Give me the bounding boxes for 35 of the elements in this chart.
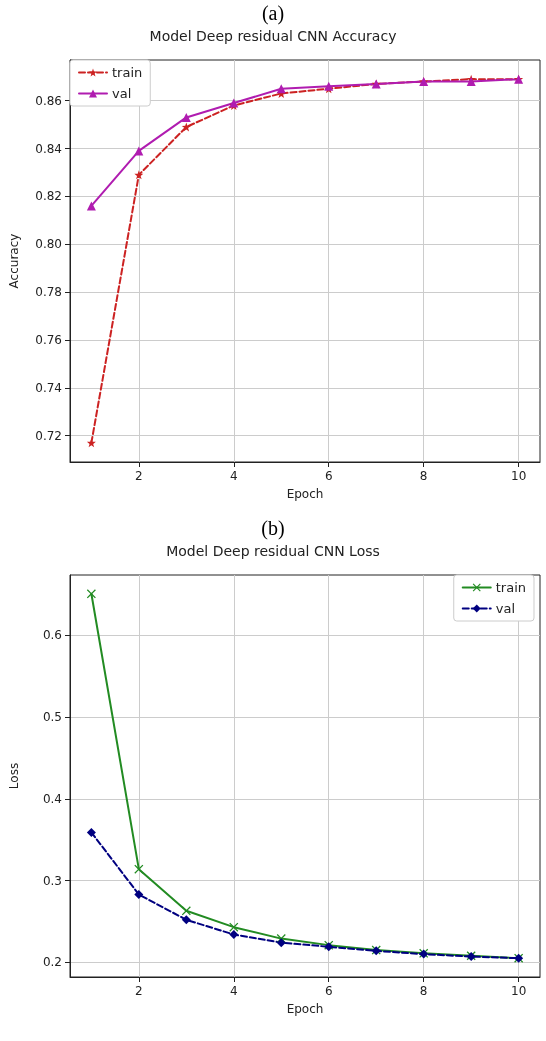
- y-tick-label: 0.5: [42, 710, 62, 725]
- y-tick-label: 0.72: [35, 428, 62, 443]
- x-tick-label: 8: [419, 984, 428, 998]
- legend-label: train: [495, 580, 527, 595]
- legend-label: val: [495, 601, 516, 616]
- x-tick-label: 4: [229, 984, 238, 998]
- x-tick-label: 8: [419, 469, 428, 483]
- y-axis-title: Accuracy: [7, 233, 21, 289]
- x-axis-title: Epoch: [286, 487, 324, 501]
- y-tick-label: 0.78: [35, 285, 62, 300]
- y-tick-label: 0.84: [35, 141, 62, 156]
- x-tick-label: 2: [135, 984, 143, 998]
- x-tick-label: 6: [324, 984, 333, 998]
- y-tick-label: 0.2: [42, 955, 62, 970]
- y-tick-label: 0.86: [35, 93, 62, 108]
- y-tick-label: 0.74: [35, 380, 62, 395]
- x-axis-title: Epoch: [286, 1002, 324, 1016]
- y-tick-label: 0.80: [35, 237, 62, 252]
- legend-label: val: [112, 86, 132, 101]
- legend-label: train: [112, 65, 143, 80]
- text: (a): [260, 2, 286, 25]
- y-axis-title: Loss: [7, 762, 21, 790]
- chart-title: Model Deep residual CNN Accuracy: [149, 28, 397, 44]
- x-tick-label: 2: [135, 469, 143, 483]
- x-tick-label: 6: [324, 469, 333, 483]
- x-tick-label: 10: [511, 984, 527, 998]
- y-tick-label: 0.76: [35, 332, 62, 347]
- x-tick-label: 4: [229, 469, 238, 483]
- y-tick-label: 0.6: [42, 628, 62, 643]
- y-tick-label: 0.3: [42, 873, 62, 888]
- x-tick-label: 10: [511, 469, 527, 483]
- text: (b): [260, 517, 286, 540]
- chart-title: Model Deep residual CNN Loss: [166, 543, 380, 559]
- y-tick-label: 0.82: [35, 189, 62, 204]
- y-tick-label: 0.4: [42, 791, 62, 806]
